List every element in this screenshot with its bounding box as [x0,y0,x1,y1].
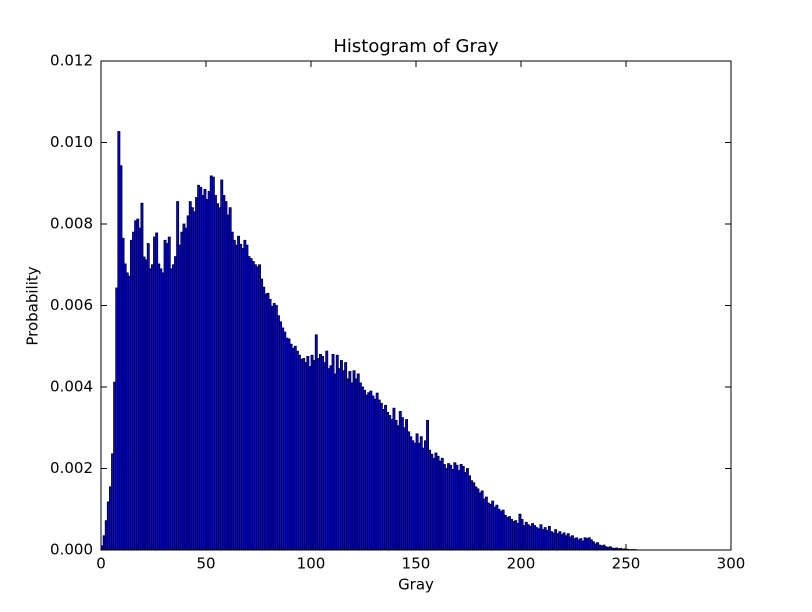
y-tick-label: 0.010 [50,133,93,151]
y-tick-label: 0.008 [50,215,93,233]
y-tick-label: 0.002 [50,459,93,477]
chart-title: Histogram of Gray [333,36,499,57]
y-tick-label: 0.000 [50,541,93,559]
y-axis-label: Probability [24,266,42,345]
x-axis-label: Gray [398,576,434,594]
x-tick-label: 0 [96,555,106,573]
y-tick-label: 0.012 [50,52,93,70]
y-tick-label: 0.004 [50,378,93,396]
x-tick-label: 50 [196,555,215,573]
x-tick-label: 300 [717,555,746,573]
x-tick-label: 150 [402,555,431,573]
x-tick-label: 250 [612,555,641,573]
x-tick-label: 200 [507,555,536,573]
y-tick-label: 0.006 [50,296,93,314]
x-tick-label: 100 [297,555,326,573]
